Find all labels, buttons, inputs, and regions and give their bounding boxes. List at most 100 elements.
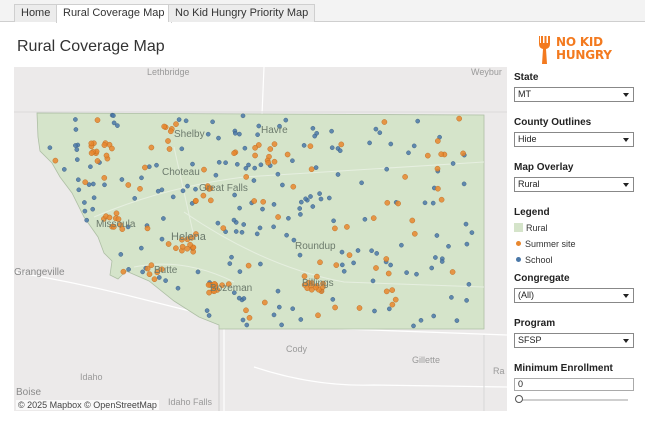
school-marker[interactable] [339,262,345,268]
summer-site-marker[interactable] [125,182,132,188]
school-marker[interactable] [76,187,82,193]
school-marker[interactable] [362,216,368,222]
school-marker[interactable] [231,217,237,223]
school-marker[interactable] [464,241,470,247]
school-marker[interactable] [62,167,67,172]
school-marker[interactable] [404,270,409,275]
summer-site-marker[interactable] [179,243,186,250]
school-marker[interactable] [73,143,78,148]
school-marker[interactable] [237,269,243,274]
summer-site-marker[interactable] [200,192,207,199]
school-marker[interactable] [463,221,469,227]
school-marker[interactable] [170,194,176,200]
school-marker[interactable] [286,215,291,221]
summer-site-marker[interactable] [395,200,401,207]
school-marker[interactable] [429,265,435,271]
school-marker[interactable] [76,177,81,182]
minimum-enrollment-slider-track[interactable] [520,399,628,401]
congregate-dropdown[interactable]: (All) [514,288,634,303]
school-marker[interactable] [229,254,234,260]
school-marker[interactable] [175,285,181,291]
summer-site-marker[interactable] [173,245,179,251]
school-marker[interactable] [91,181,96,187]
summer-site-marker[interactable] [52,157,59,164]
school-marker[interactable] [240,113,246,119]
legend-item-school[interactable]: School [514,255,553,265]
summer-site-marker[interactable] [111,224,117,230]
school-marker[interactable] [86,182,92,187]
school-marker[interactable] [258,261,263,267]
school-marker[interactable] [469,230,475,235]
summer-site-marker[interactable] [389,301,396,308]
summer-site-marker[interactable] [460,150,466,157]
school-marker[interactable] [216,160,222,165]
school-marker[interactable] [254,231,260,237]
summer-site-marker[interactable] [179,236,185,243]
school-marker[interactable] [180,188,186,194]
summer-site-marker[interactable] [385,270,392,277]
school-marker[interactable] [464,298,469,303]
summer-site-marker[interactable] [106,214,113,221]
summer-site-marker[interactable] [243,174,249,180]
school-marker[interactable] [47,145,53,150]
summer-site-marker[interactable] [261,299,268,306]
summer-site-marker[interactable] [392,296,399,303]
school-marker[interactable] [90,206,95,212]
school-marker[interactable] [301,143,307,148]
summer-site-marker[interactable] [115,216,122,222]
school-marker[interactable] [308,194,313,199]
summer-site-marker[interactable] [207,197,214,204]
summer-site-marker[interactable] [271,141,278,147]
summer-site-marker[interactable] [284,151,291,158]
school-marker[interactable] [283,117,289,123]
school-marker[interactable] [326,195,332,201]
summer-site-marker[interactable] [167,128,174,135]
school-marker[interactable] [206,313,212,318]
school-marker[interactable] [183,118,189,124]
summer-site-marker[interactable] [383,288,390,295]
school-marker[interactable] [330,297,336,302]
summer-site-marker[interactable] [101,142,108,148]
school-marker[interactable] [335,172,341,177]
summer-site-marker[interactable] [308,286,315,293]
summer-site-marker[interactable] [231,150,237,156]
school-marker[interactable] [297,252,303,258]
summer-site-marker[interactable] [438,196,445,203]
summer-site-marker[interactable] [243,307,249,314]
school-marker[interactable] [204,308,210,313]
summer-site-marker[interactable] [151,276,158,282]
minimum-enrollment-input[interactable]: 0 [514,378,634,391]
school-marker[interactable] [193,186,198,192]
summer-site-marker[interactable] [148,144,155,151]
school-marker[interactable] [74,147,80,152]
school-marker[interactable] [258,162,264,168]
school-marker[interactable] [115,123,120,128]
summer-site-marker[interactable] [438,151,445,157]
school-marker[interactable] [179,146,185,152]
school-marker[interactable] [185,183,190,189]
school-marker[interactable] [223,160,228,165]
school-marker[interactable] [227,261,233,266]
summer-site-marker[interactable] [332,225,338,232]
school-marker[interactable] [205,131,211,137]
summer-site-marker[interactable] [317,259,323,266]
school-marker[interactable] [119,177,125,182]
school-marker[interactable] [388,141,394,147]
school-marker[interactable] [73,117,78,122]
summer-site-marker[interactable] [137,186,143,192]
summer-site-marker[interactable] [389,287,396,293]
school-marker[interactable] [313,165,319,170]
school-marker[interactable] [298,199,304,205]
school-marker[interactable] [279,322,284,328]
school-marker[interactable] [75,157,80,162]
school-marker[interactable] [276,304,282,310]
summer-site-marker[interactable] [88,150,95,156]
summer-site-marker[interactable] [402,174,408,180]
summer-site-marker[interactable] [193,231,199,237]
legend-item-rural[interactable]: Rural [514,223,548,233]
school-marker[interactable] [159,236,165,242]
school-marker[interactable] [433,255,438,260]
school-marker[interactable] [73,127,79,132]
school-marker[interactable] [411,143,417,149]
summer-site-marker[interactable] [144,225,151,232]
